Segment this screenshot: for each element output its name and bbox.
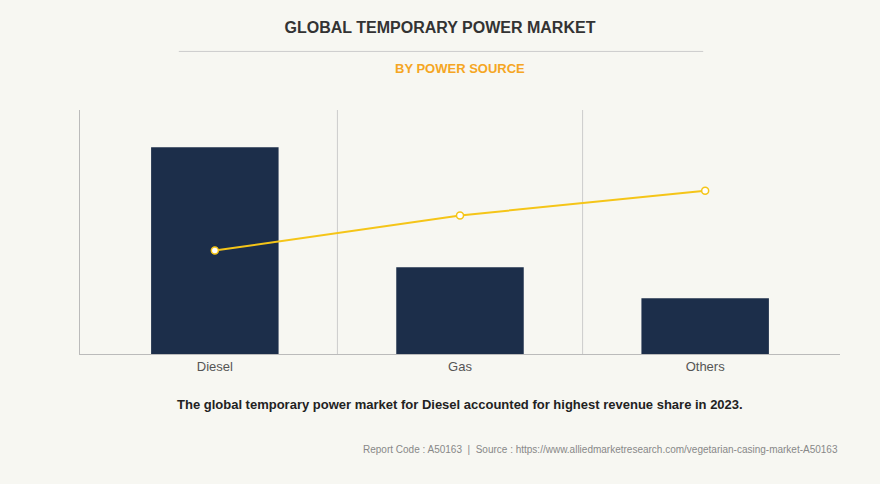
svg-text:Gas: Gas — [448, 359, 472, 374]
svg-text:The global temporary power mar: The global temporary power market for Di… — [177, 397, 743, 412]
svg-text:Diesel: Diesel — [197, 359, 233, 374]
svg-text:BY POWER SOURCE: BY POWER SOURCE — [395, 61, 525, 76]
svg-text:Others: Others — [686, 359, 726, 374]
svg-text:GLOBAL TEMPORARY POWER MARKET: GLOBAL TEMPORARY POWER MARKET — [285, 19, 596, 36]
svg-text:Report Code : A50163 | Sourc: Report Code : A50163 | Source : https://… — [363, 444, 838, 455]
